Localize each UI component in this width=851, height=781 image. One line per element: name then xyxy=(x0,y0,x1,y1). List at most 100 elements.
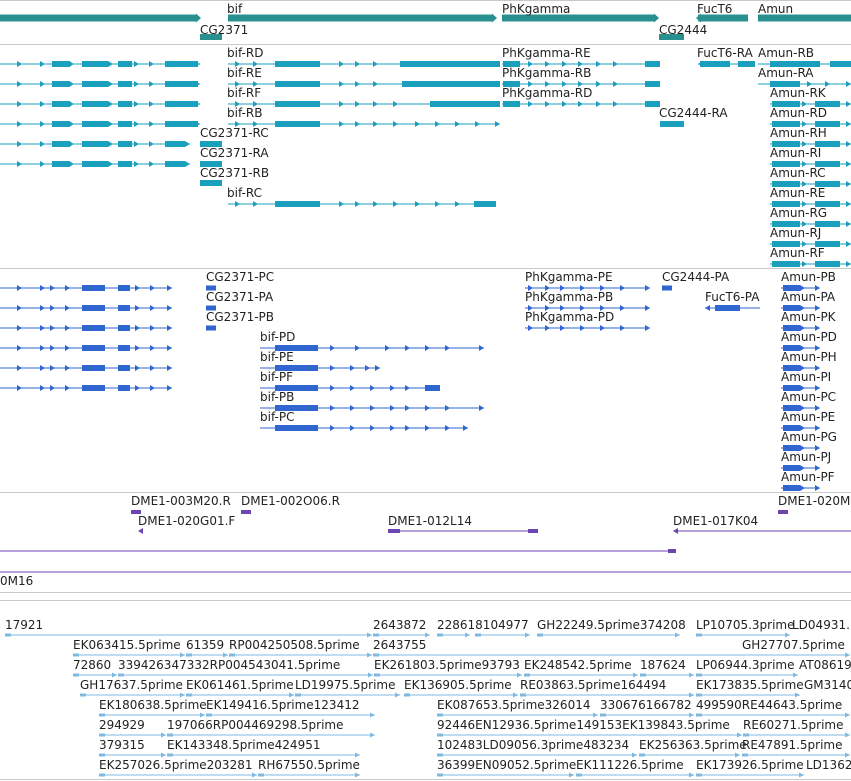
est-arrow[interactable] xyxy=(737,732,742,738)
clone-label[interactable]: DME1-003M20.R xyxy=(131,494,231,508)
transcript-strand-arrow[interactable] xyxy=(195,101,200,107)
protein-label[interactable]: PhKgamma-PD xyxy=(525,310,615,324)
protein-exon-tick[interactable] xyxy=(800,385,805,391)
est-label[interactable]: EK111226.5prime xyxy=(576,758,684,772)
protein-strand-arrow[interactable] xyxy=(705,305,710,311)
protein-strand-arrow[interactable] xyxy=(815,345,820,351)
gene-label-amun[interactable]: Amun xyxy=(758,2,794,16)
est-block[interactable] xyxy=(576,773,582,777)
est-block[interactable] xyxy=(229,653,235,657)
est-arrow[interactable] xyxy=(513,692,518,698)
protein-strand-arrow[interactable] xyxy=(463,425,468,431)
protein-label[interactable]: CG2371-PC xyxy=(206,270,275,284)
est-label[interactable]: RE03863.5prime164494 xyxy=(520,678,667,692)
protein-label[interactable]: Amun-PI xyxy=(781,370,832,384)
protein-exon[interactable] xyxy=(275,345,318,351)
transcript-exon[interactable] xyxy=(645,101,660,107)
transcript-exon[interactable] xyxy=(772,201,800,207)
est-label[interactable]: 499590RE44643.5prime xyxy=(696,698,843,712)
protein-exon-tick[interactable] xyxy=(65,345,70,351)
est-block[interactable] xyxy=(696,713,702,717)
protein-exon[interactable] xyxy=(82,345,105,351)
transcript-strand-arrow[interactable] xyxy=(195,81,200,87)
protein-exon[interactable] xyxy=(783,485,800,491)
protein-label[interactable]: Amun-PF xyxy=(781,470,835,484)
transcript-strand-arrow[interactable] xyxy=(846,161,851,167)
transcript-exon-tick[interactable] xyxy=(435,201,440,207)
protein-exon[interactable] xyxy=(275,385,318,391)
protein-exon-tick[interactable] xyxy=(330,385,335,391)
protein-exon-tick[interactable] xyxy=(425,345,430,351)
transcript-exon-tick[interactable] xyxy=(802,181,807,187)
protein-exon-tick[interactable] xyxy=(135,325,140,331)
est-arrow[interactable] xyxy=(793,672,798,678)
transcript-exon-tick[interactable] xyxy=(17,81,22,87)
transcript-exon[interactable] xyxy=(402,81,500,87)
transcript-label[interactable]: Amun-RD xyxy=(770,106,828,120)
transcript-exon[interactable] xyxy=(118,101,132,107)
transcript-exon-tick[interactable] xyxy=(613,81,618,87)
est-label[interactable]: EK173926.5prime xyxy=(696,758,804,772)
transcript-label[interactable]: PhKgamma-RE xyxy=(502,46,591,60)
est-arrow[interactable] xyxy=(632,752,637,758)
gene-strand-arrow[interactable] xyxy=(654,13,659,23)
est-arrow[interactable] xyxy=(689,692,694,698)
protein-label[interactable]: CG2444-PA xyxy=(662,270,730,284)
clone-label[interactable]: DME1-002O06.R xyxy=(241,494,340,508)
gene-strand-arrow[interactable] xyxy=(196,13,201,23)
transcript-exon-tick[interactable] xyxy=(825,81,830,87)
transcript-exon[interactable] xyxy=(772,241,800,247)
clone-label[interactable]: DME1-017K04 xyxy=(673,514,759,528)
transcript-strand-arrow[interactable] xyxy=(698,61,703,67)
transcript-label[interactable]: CG2371-RA xyxy=(200,146,269,160)
protein-exon-tick[interactable] xyxy=(40,285,45,291)
protein-strand-arrow[interactable] xyxy=(167,365,172,371)
est-arrow[interactable] xyxy=(252,772,257,778)
protein-exon-tick[interactable] xyxy=(560,285,565,291)
protein-exon[interactable] xyxy=(783,425,800,431)
transcript-exon-tick[interactable] xyxy=(339,101,344,107)
est-arrow[interactable] xyxy=(465,632,470,638)
protein-strand-arrow[interactable] xyxy=(815,465,820,471)
protein-exon-tick[interactable] xyxy=(150,285,155,291)
protein-exon-tick[interactable] xyxy=(390,425,395,431)
transcript-exon-tick[interactable] xyxy=(134,61,139,67)
transcript-exon[interactable] xyxy=(700,61,730,67)
est-arrow[interactable] xyxy=(180,692,185,698)
protein-exon-tick[interactable] xyxy=(800,425,805,431)
est-arrow[interactable] xyxy=(180,652,185,658)
gene-span[interactable] xyxy=(0,14,196,22)
transcript-exon-tick[interactable] xyxy=(108,101,113,107)
est-label[interactable]: 36399EN09052.5prime xyxy=(437,758,577,772)
est-block[interactable] xyxy=(437,773,443,777)
protein-exon-tick[interactable] xyxy=(800,445,805,451)
est-arrow[interactable] xyxy=(785,632,790,638)
protein-exon[interactable] xyxy=(783,325,800,331)
protein-label[interactable]: Amun-PC xyxy=(781,390,837,404)
protein-exon-tick[interactable] xyxy=(135,385,140,391)
protein-label[interactable]: CG2371-PA xyxy=(206,290,274,304)
protein-exon-tick[interactable] xyxy=(445,405,450,411)
protein-exon-tick[interactable] xyxy=(620,325,625,331)
transcript-exon[interactable] xyxy=(772,261,800,267)
est-arrow[interactable] xyxy=(161,732,166,738)
est-arrow[interactable] xyxy=(795,692,800,698)
transcript-exon-tick[interactable] xyxy=(40,101,45,107)
est-block[interactable] xyxy=(437,733,443,737)
est-block[interactable] xyxy=(99,733,105,737)
transcript-strand-arrow[interactable] xyxy=(185,141,190,147)
protein-exon[interactable] xyxy=(275,425,318,431)
transcript-exon-tick[interactable] xyxy=(69,81,74,87)
est-block[interactable] xyxy=(743,733,749,737)
transcript-exon-tick[interactable] xyxy=(235,121,240,127)
transcript-exon-tick[interactable] xyxy=(435,121,440,127)
transcript-exon-tick[interactable] xyxy=(355,101,360,107)
est-label[interactable]: 379315 xyxy=(99,738,145,752)
est-label[interactable]: LD19975.5prime xyxy=(295,678,396,692)
transcript-label[interactable]: bif-RE xyxy=(227,66,262,80)
transcript-exon-tick[interactable] xyxy=(802,121,807,127)
protein-strand-arrow[interactable] xyxy=(167,325,172,331)
transcript-strand-arrow[interactable] xyxy=(846,221,851,227)
gene-label-cg2371[interactable]: CG2371 xyxy=(200,23,249,37)
transcript-exon-tick[interactable] xyxy=(134,161,139,167)
